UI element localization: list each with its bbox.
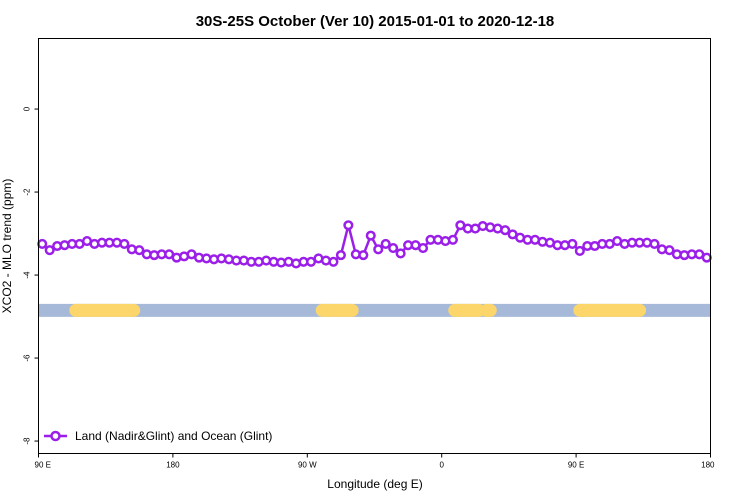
data-point [134, 245, 145, 256]
data-point [567, 238, 578, 249]
chart-title: 30S-25S October (Ver 10) 2015-01-01 to 2… [196, 13, 555, 30]
data-point [388, 243, 399, 254]
data-point [395, 248, 406, 259]
data-point [380, 238, 391, 249]
legend-marker-swatch [50, 430, 61, 442]
y-axis: 0 -2 -4 -6 -8 [23, 106, 39, 445]
x-tick-label: 180 [701, 461, 715, 470]
plot-area [37, 220, 712, 317]
data-point [664, 245, 675, 256]
data-point [365, 230, 376, 241]
y-tick-label: -8 [23, 437, 32, 445]
y-tick-label: -4 [23, 271, 32, 279]
data-point [343, 220, 354, 231]
legend-label: Land (Nadir&Glint) and Ocean (Glint) [75, 429, 272, 443]
data-point [574, 245, 585, 257]
x-tick-label: 90 W [298, 461, 317, 470]
data-point [37, 238, 48, 249]
data-point [358, 250, 369, 261]
data-point [328, 256, 339, 267]
data-point [44, 245, 55, 256]
y-axis-label: XCO2 - MLO trend (ppm) [0, 179, 14, 314]
x-tick-label: 90 E [35, 461, 51, 470]
data-point [119, 238, 130, 249]
x-tick-label: 0 [439, 461, 444, 470]
plot-frame [38, 38, 711, 454]
x-axis-label: Longitude (deg E) [327, 477, 422, 491]
data-point [701, 252, 712, 263]
data-point [417, 243, 429, 254]
y-tick-label: -6 [23, 354, 32, 362]
data-point [500, 225, 511, 236]
y-tick-label: -2 [23, 188, 32, 196]
x-tick-label: 180 [166, 461, 180, 470]
x-axis: 90 E 180 90 W 0 90 E 180 [35, 453, 715, 470]
data-point [373, 244, 384, 255]
legend: Land (Nadir&Glint) and Ocean (Glint) [44, 429, 272, 443]
x-tick-label: 90 E [568, 461, 584, 470]
data-point [447, 234, 458, 245]
data-point [649, 238, 660, 249]
data-point [335, 250, 346, 261]
y-tick-label: 0 [23, 106, 32, 111]
